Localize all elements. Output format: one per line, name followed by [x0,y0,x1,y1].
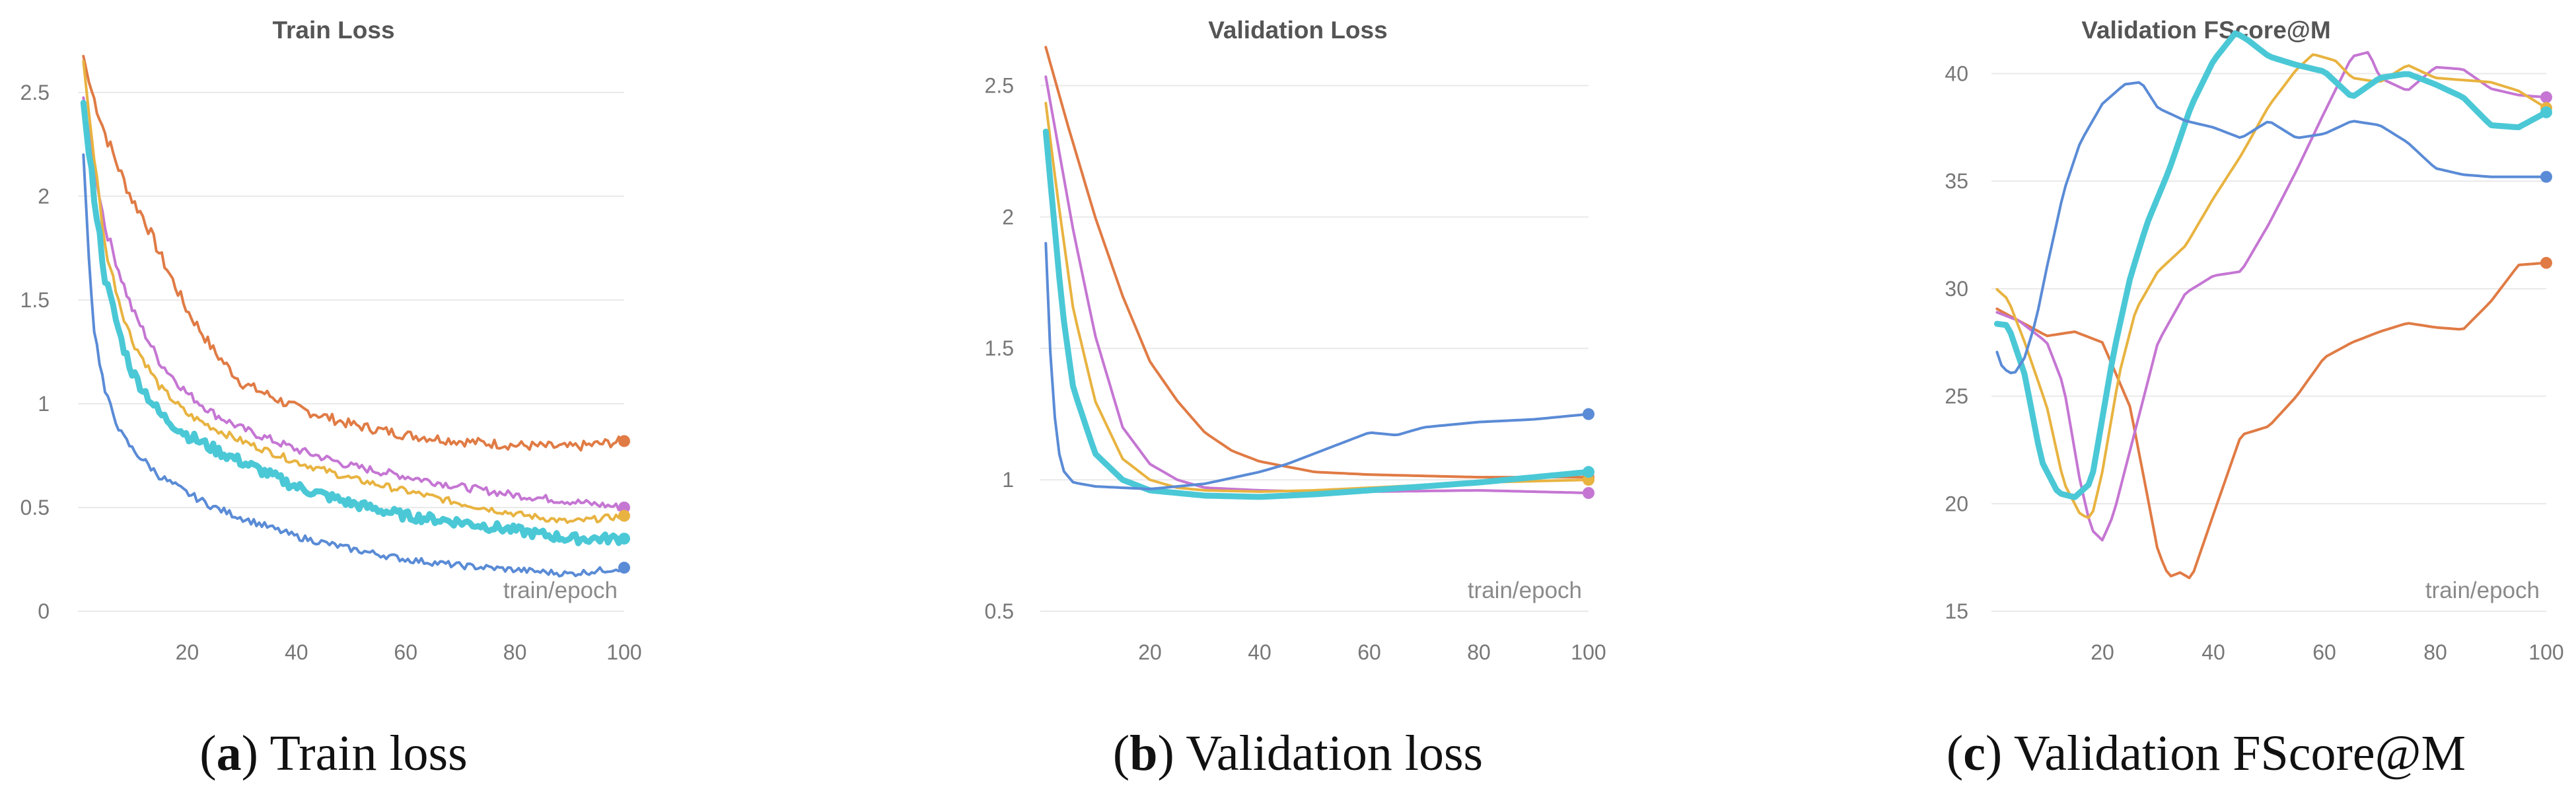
series-line-1 [1044,46,1590,479]
x-tick-label: 80 [2423,640,2447,664]
series-line-2 [82,96,626,511]
series-end-marker [2540,91,2552,104]
series-line-5 [1044,242,1590,490]
series-line-1 [82,55,626,452]
caption-paren-open: ( [199,726,216,781]
chart-title: Validation FScore@M [2081,17,2330,44]
series-end-marker [1583,487,1594,499]
panel-caption: (c) Validation FScore@M [1947,726,2466,781]
y-tick-label: 0.5 [20,496,50,519]
x-axis-label: train/epoch [503,578,618,603]
caption-text: ) Train loss [242,726,468,781]
chart-panel-3: Validation FScore@M 15 20 25 30 35 40 20 40 60 80 1… [1945,17,2563,781]
panel-caption: (b) Validation loss [1113,726,1483,781]
series-line-3 [82,59,626,524]
series-line-3 [1995,53,2548,519]
y-tick-label: 2 [1002,205,1014,229]
y-tick-label: 40 [1945,61,1968,85]
series-end-marker [1583,408,1594,420]
x-tick-label: 20 [2091,640,2114,664]
x-tick-label: 100 [1571,640,1606,664]
series-line-2 [1044,75,1590,494]
series-line-5 [82,153,626,578]
y-tick-label: 20 [1945,492,1968,515]
x-tick-label: 60 [394,640,417,664]
y-tick-label: 1.5 [985,336,1014,360]
y-tick-label: 2.5 [985,73,1014,97]
y-tick-label: 2 [38,184,50,208]
x-tick-label: 60 [1357,640,1381,664]
caption-letter: c [1963,726,1986,781]
caption-letter: b [1129,726,1157,781]
caption-paren-open: ( [1113,726,1129,781]
panel-caption: (a) Train loss [199,726,467,781]
series-line-1 [1995,261,2548,580]
series-end-marker [2540,256,2552,269]
y-tick-label: 25 [1945,385,1968,408]
series-line-4 [1993,30,2550,500]
chart-panel-1: Train Loss 0 0.5 1 1.5 2 2.5 20 40 60 80 100 train/e… [20,17,642,781]
x-tick-label: 80 [503,640,527,664]
series-line-5 [1995,81,2548,375]
y-tick-label: 1.5 [20,288,50,312]
y-tick-label: 1 [1002,468,1014,492]
series-line-2 [1995,51,2548,542]
y-tick-label: 0.5 [985,599,1014,623]
series-end-marker [618,510,630,522]
x-tick-label: 60 [2312,640,2336,664]
y-tick-label: 2.5 [20,81,50,104]
x-axis-label: train/epoch [1468,578,1582,603]
series-end-marker [2540,170,2552,183]
series-end-marker [618,562,630,574]
caption-text: ) Validation loss [1158,726,1484,781]
caption-paren-open: ( [1947,726,1963,781]
x-tick-label: 80 [1467,640,1491,664]
x-tick-label: 40 [1248,640,1271,664]
x-tick-label: 20 [1138,640,1162,664]
chart-title: Validation Loss [1208,17,1387,44]
series-end-marker [618,533,630,545]
series-line-4 [80,100,627,547]
y-tick-label: 15 [1945,599,1968,623]
x-tick-label: 100 [2528,640,2563,664]
series-line-4 [1042,128,1592,500]
x-tick-label: 40 [285,640,308,664]
x-tick-label: 40 [2201,640,2225,664]
y-tick-label: 35 [1945,169,1968,193]
x-axis-label: train/epoch [2425,578,2540,603]
series-end-marker [618,501,630,513]
chart-title: Train Loss [272,17,394,44]
series-end-marker [1583,466,1594,478]
series-end-marker [2540,106,2552,118]
series-end-marker [618,435,630,447]
y-tick-label: 1 [38,392,50,416]
y-tick-label: 30 [1945,277,1968,301]
y-tick-label: 0 [38,599,50,623]
x-tick-label: 100 [606,640,641,664]
caption-letter: a [217,726,242,781]
chart-panel-2: Validation Loss 0.5 1 1.5 2 2.5 20 40 60 80 100 tra… [985,17,1606,781]
caption-text: ) Validation FScore@M [1986,726,2466,781]
x-tick-label: 20 [176,640,199,664]
